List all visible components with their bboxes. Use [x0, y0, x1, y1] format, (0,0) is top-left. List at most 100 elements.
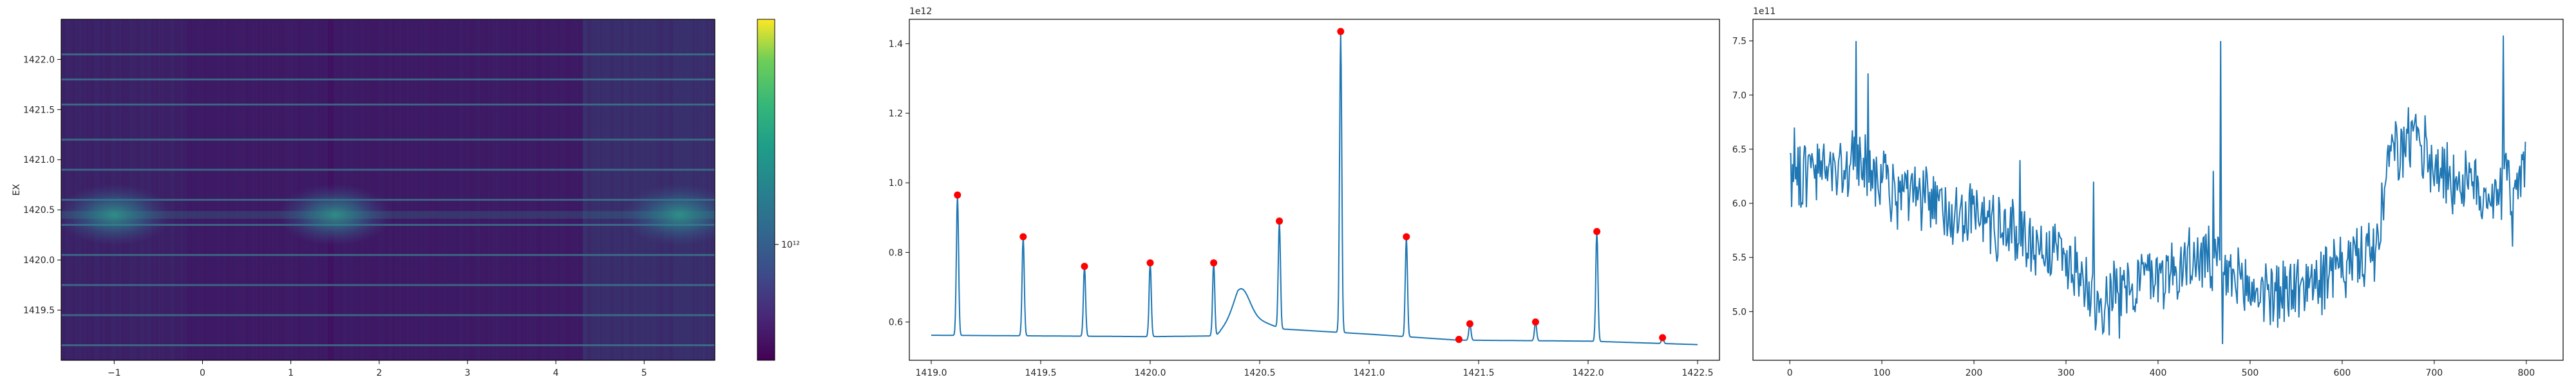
- heatmap-stripe: [533, 19, 535, 360]
- heatmap-stripe: [179, 19, 181, 360]
- heatmap-stripe: [285, 19, 287, 360]
- heatmap-stripe: [450, 19, 451, 360]
- heatmap-stripe: [235, 19, 237, 360]
- bright-spot: [61, 183, 173, 246]
- heatmap-stripe: [287, 19, 289, 360]
- y-tick-label: 1421.5: [23, 105, 55, 115]
- heatmap-stripe: [639, 19, 641, 360]
- heatmap-stripe: [397, 19, 399, 360]
- heatmap-background: [61, 19, 715, 360]
- heatmap-stripe: [531, 19, 533, 360]
- heatmap-stripe: [486, 19, 488, 360]
- heatmap-stripe: [191, 19, 193, 360]
- heatmap-bright-band: [61, 183, 715, 246]
- x-tick-label: 600: [2334, 368, 2351, 378]
- heatmap-stripe: [392, 19, 393, 360]
- y-tick-label: 5.0: [1732, 307, 1747, 317]
- heatmap-stripe: [442, 19, 444, 360]
- heatmap-stripe: [281, 19, 283, 360]
- y-tick-label: 1.2: [889, 109, 903, 119]
- heatmap-stripe: [451, 19, 453, 360]
- heatmap-stripe: [463, 19, 465, 360]
- heatmap-stripe: [444, 19, 446, 360]
- heatmap-stripe: [169, 19, 171, 360]
- heatmap-stripe: [494, 19, 496, 360]
- heatmap-stripe: [579, 19, 581, 360]
- heatmap-stripe: [386, 19, 388, 360]
- heatmap-stripe: [592, 19, 594, 360]
- heatmap-stripe: [260, 19, 262, 360]
- bright-spot: [277, 183, 393, 246]
- heatmap-stripe: [430, 19, 432, 360]
- peaks-panel: 1419.0 1419.5 1420.0 1420.5 1421.0 1421.5 1422…: [889, 6, 1720, 378]
- heatmap-stripe: [77, 19, 79, 360]
- heatmap-stripe: [496, 19, 498, 360]
- heatmap-panel: −1 0 1 2 3 4 5 1419.51420.01420.51421.01421.51…: [12, 19, 800, 378]
- heatmap-stripe: [571, 19, 573, 360]
- heatmap-stripe: [245, 19, 247, 360]
- heatmap-line: [61, 169, 715, 171]
- heatmap-stripe: [293, 19, 295, 360]
- x-tick-label: 0: [200, 368, 205, 378]
- heatmap-stripe: [395, 19, 397, 360]
- heatmap-stripe: [625, 19, 627, 360]
- y-tick-label: 1419.5: [23, 306, 55, 316]
- heatmap-stripe: [536, 19, 538, 360]
- heatmap-stripe: [455, 19, 457, 360]
- heatmap-stripe: [171, 19, 173, 360]
- heatmap-stripe: [616, 19, 618, 360]
- heatmap-stripe: [148, 19, 150, 360]
- heatmap-stripe: [65, 19, 67, 360]
- heatmap-stripe: [243, 19, 245, 360]
- peaks-series-line: [931, 31, 1698, 345]
- heatmap-stripe: [237, 19, 239, 360]
- heatmap-stripe: [529, 19, 531, 360]
- heatmap-stripe: [569, 19, 571, 360]
- heatmap-stripe: [484, 19, 486, 360]
- heatmap-stripe: [517, 19, 519, 360]
- heatmap-line: [61, 284, 715, 286]
- heatmap-stripe: [565, 19, 567, 360]
- heatmap-stripe: [390, 19, 392, 360]
- heatmap-stripe: [525, 19, 527, 360]
- heatmap-stripe: [540, 19, 542, 360]
- peak-marker: [1146, 259, 1154, 267]
- heatmap-stripe: [181, 19, 183, 360]
- heatmap-stripe: [637, 19, 639, 360]
- heatmap-stripe: [229, 19, 231, 360]
- heatmap-stripe: [382, 19, 384, 360]
- heatmap-stripe: [558, 19, 560, 360]
- heatmap-stripe: [629, 19, 631, 360]
- y-tick-label: 7.5: [1732, 37, 1747, 47]
- heatmap-stripe: [63, 19, 65, 360]
- heatmap-stripe: [254, 19, 256, 360]
- heatmap-stripe: [548, 19, 550, 360]
- x-tick-label: 400: [2150, 368, 2167, 378]
- heatmap-stripe: [388, 19, 390, 360]
- heatmap-stripe: [589, 19, 591, 360]
- x-tick-label: 100: [1873, 368, 1891, 378]
- heatmap-stripe: [415, 19, 417, 360]
- y-tick-label: 1420.5: [23, 205, 55, 216]
- heatmap-stripe: [509, 19, 511, 360]
- heatmap-frame: [61, 19, 715, 361]
- heatmap-line: [61, 314, 715, 317]
- heatmap-stripe: [614, 19, 616, 360]
- heatmap-stripe: [575, 19, 577, 360]
- heatmap-stripe: [399, 19, 401, 360]
- heatmap-line: [61, 78, 715, 81]
- heatmap-stripe: [424, 19, 426, 360]
- heatmap-stripe: [627, 19, 629, 360]
- heatmap-stripe: [223, 19, 225, 360]
- peaks-frame: [909, 19, 1720, 361]
- heatmap-stripe: [210, 19, 212, 360]
- heatmap-stripe: [370, 19, 372, 360]
- heatmap-stripe: [618, 19, 620, 360]
- heatmap-stripe: [521, 19, 523, 360]
- heatmap-stripe: [446, 19, 448, 360]
- heatmap-stripe: [471, 19, 473, 360]
- heatmap-stripe: [239, 19, 241, 360]
- heatmap-stripe: [488, 19, 490, 360]
- heatmap-stripe: [546, 19, 548, 360]
